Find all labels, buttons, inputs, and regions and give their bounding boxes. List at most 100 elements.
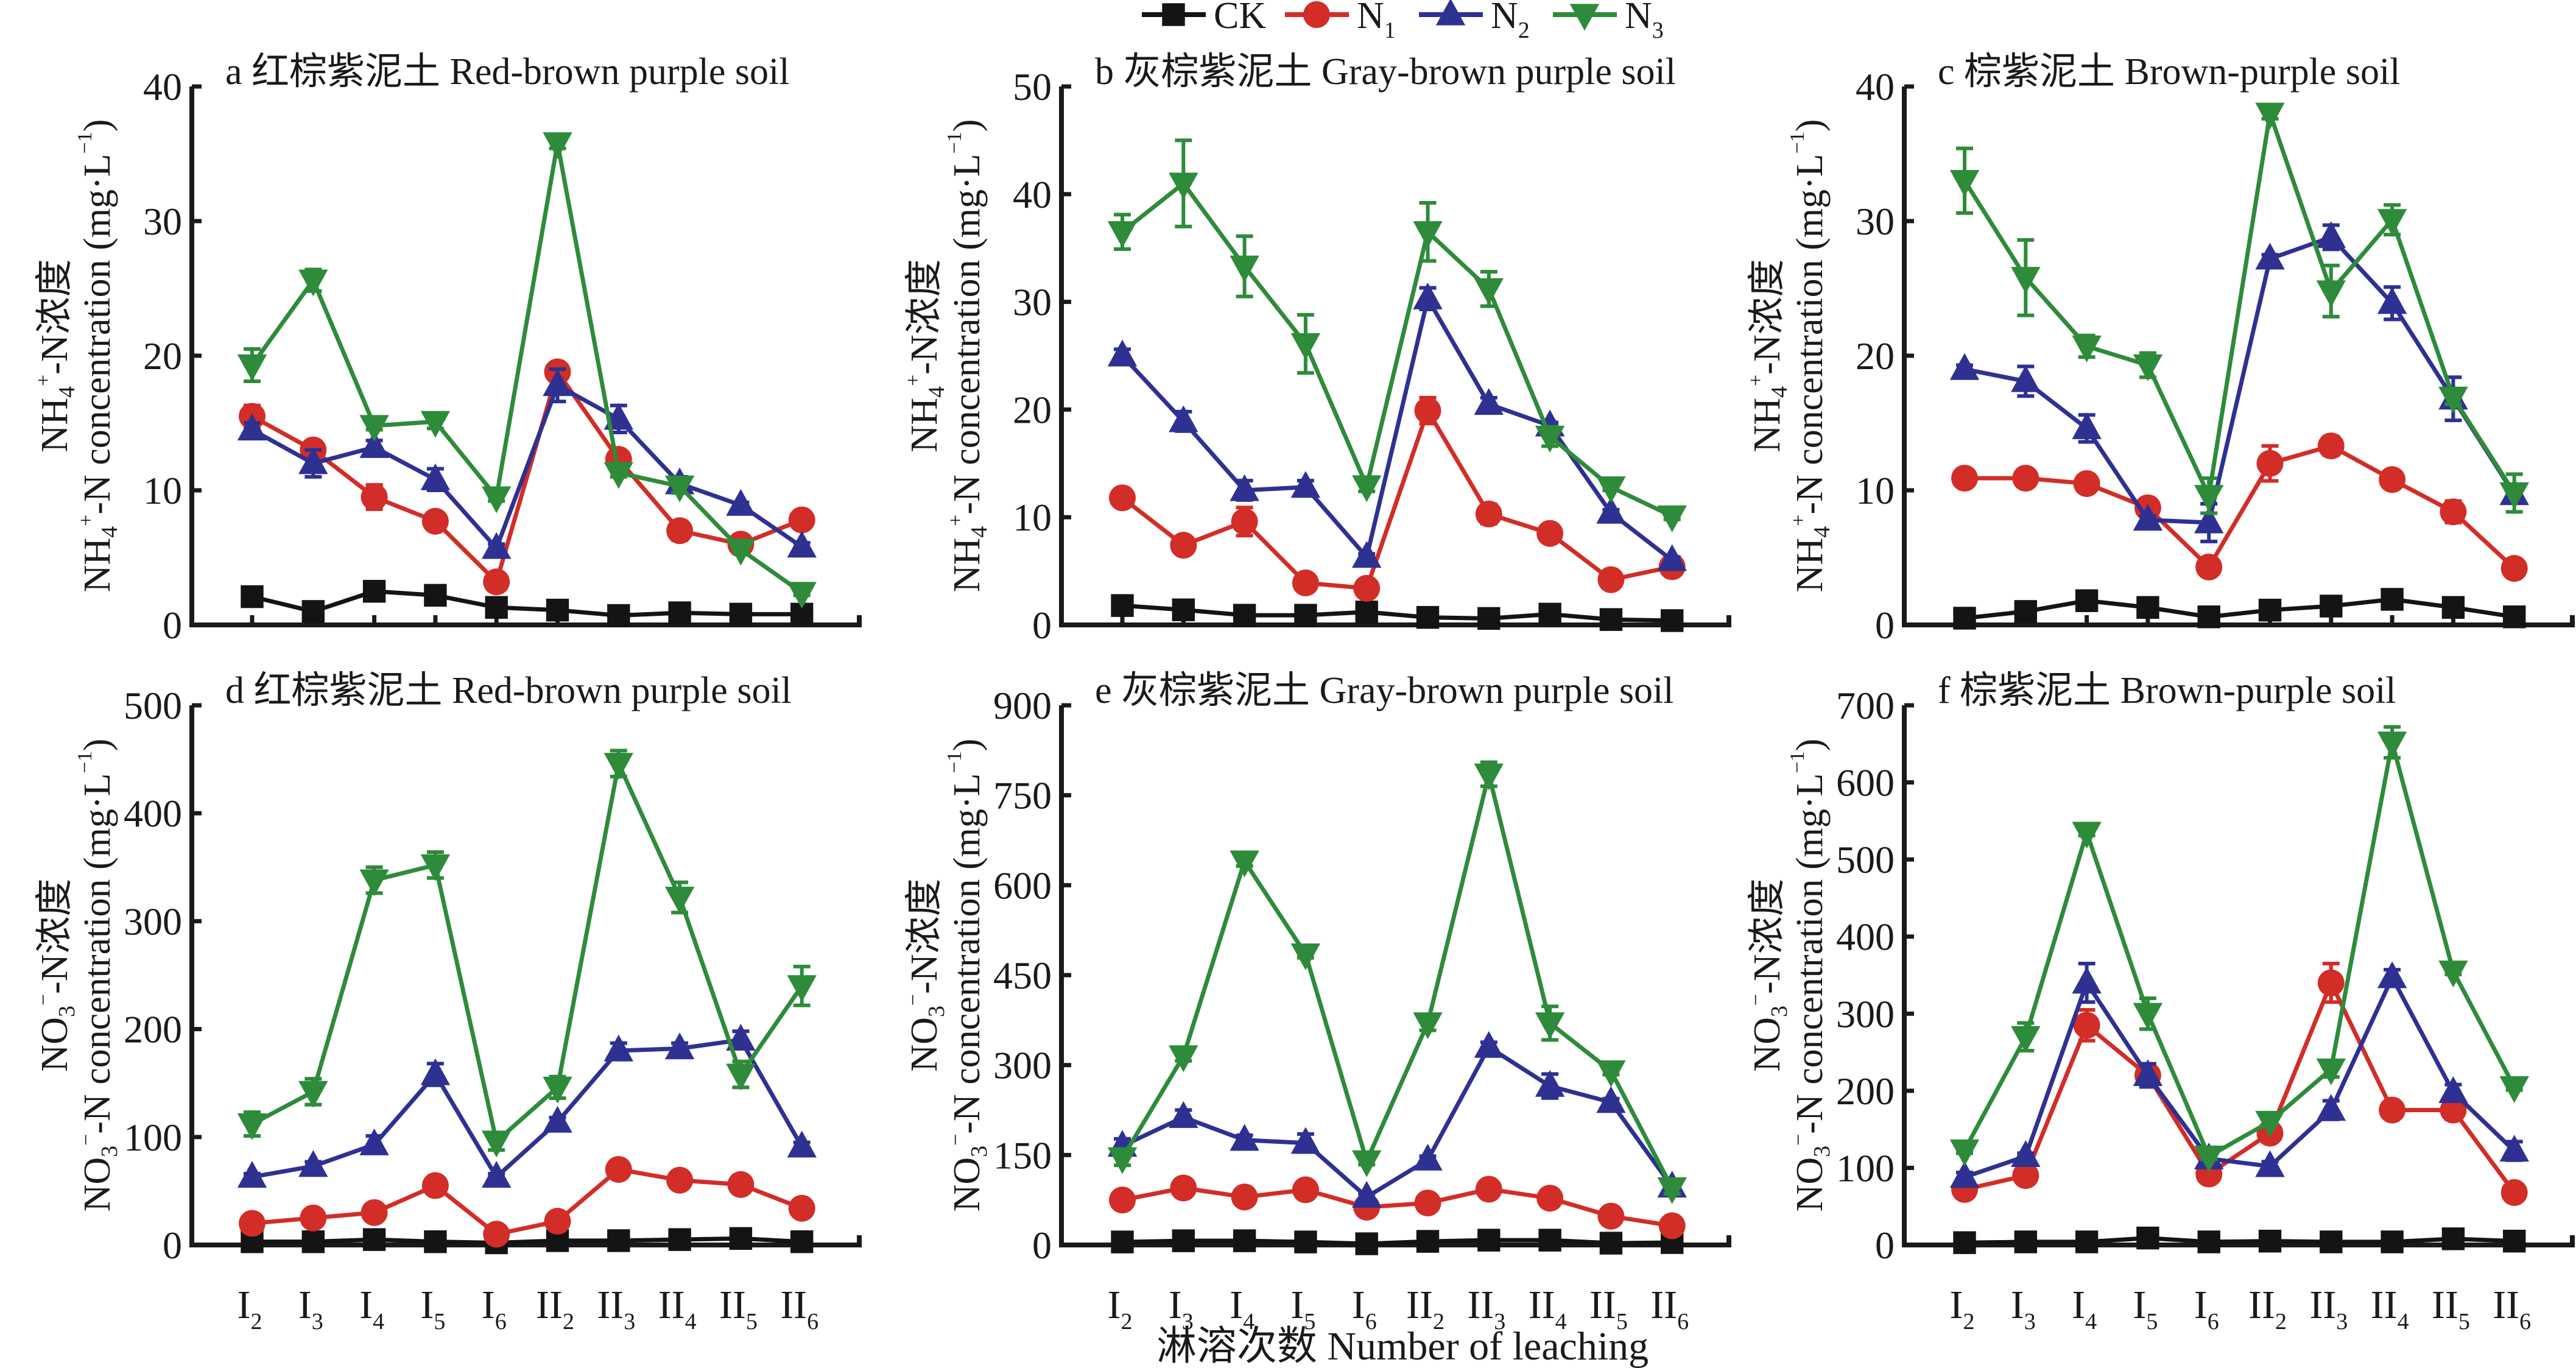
legend-item-ck: CK: [1142, 0, 1266, 37]
x-tick-label: II3: [2309, 1283, 2348, 1335]
series-line: [1120, 772, 1674, 1190]
data-point: [362, 580, 386, 603]
data-point: [2379, 1096, 2406, 1124]
legend: CK N1 N2 N3: [1142, 0, 1664, 43]
data-point: [2377, 287, 2407, 314]
data-point: [241, 585, 264, 608]
y-tick-label: 20: [143, 334, 182, 378]
data-point: [2377, 961, 2407, 989]
series-n3: [1107, 138, 1687, 532]
legend-label: N2: [1491, 0, 1530, 43]
data-point: [1596, 1086, 1626, 1113]
legend-label: CK: [1214, 0, 1266, 37]
data-point: [543, 1105, 572, 1133]
data-point: [787, 1130, 817, 1158]
data-point: [1538, 1229, 1561, 1252]
axes: [1059, 86, 1731, 627]
data-point: [2440, 1096, 2467, 1124]
data-point: [298, 269, 328, 297]
x-tick-label: II2: [1406, 1283, 1445, 1335]
data-point: [483, 568, 510, 596]
data-point: [359, 1128, 389, 1155]
series-line: [1964, 1236, 2514, 1245]
data-point: [1230, 850, 1259, 878]
y-axis-title-cn: NO3−-N浓度: [902, 878, 949, 1071]
series-line: [1963, 975, 2516, 1179]
data-point: [237, 1113, 267, 1140]
data-point: [1169, 405, 1198, 432]
data-point: [1292, 569, 1319, 597]
y-tick-label: 600: [1836, 761, 1895, 805]
series-line: [1121, 1045, 1674, 1199]
y-axis-title-cn: NH4+-N浓度: [1745, 259, 1792, 452]
data-point: [1951, 465, 1978, 492]
data-point: [2073, 470, 2100, 497]
data-point: [726, 1063, 756, 1091]
x-tick-label: I4: [2072, 1283, 2097, 1335]
data-point: [2133, 354, 2163, 381]
y-tick-label: 200: [124, 1008, 182, 1051]
data-point: [2194, 1145, 2224, 1172]
series-line: [252, 1167, 803, 1236]
y-tick-label: 0: [1032, 1224, 1052, 1267]
y-tick-label: 450: [993, 954, 1052, 997]
data-point: [1109, 484, 1136, 512]
x-tick-label: II6: [780, 1283, 818, 1335]
data-point: [2316, 1094, 2346, 1121]
axes: [1059, 705, 1731, 1247]
series-n2: [1949, 961, 2529, 1188]
data-point: [1416, 605, 1440, 629]
data-point: [1657, 544, 1687, 571]
x-tick-label: II3: [1467, 1283, 1505, 1335]
data-point: [424, 1230, 447, 1253]
x-tick-label: II4: [658, 1283, 697, 1335]
data-point: [2255, 242, 2285, 270]
data-point: [2011, 1026, 2041, 1053]
data-point: [1953, 1231, 1976, 1254]
x-axis-title: 淋溶次数 Number of leaching: [1156, 1324, 1649, 1368]
series-ck: [1111, 1229, 1684, 1255]
data-point: [362, 1228, 386, 1251]
series-line: [1122, 1185, 1673, 1228]
series-n3: [1949, 725, 2529, 1172]
y-axis-title-en: NH4+-N concentration (mg·L−1): [74, 119, 122, 593]
legend-label: N1: [1357, 0, 1396, 43]
data-point: [1231, 508, 1258, 535]
data-point: [420, 854, 451, 881]
panel-title: e 灰棕紫泥土 Gray-brown purple soil: [1095, 670, 1674, 711]
data-point: [2075, 589, 2099, 612]
x-tick-label: II5: [719, 1283, 758, 1335]
data-point: [239, 1210, 266, 1237]
y-tick-label: 900: [993, 684, 1052, 727]
x-tick-label: I4: [359, 1283, 384, 1335]
data-point: [1172, 598, 1195, 621]
legend-marker-circle-icon: [1303, 1, 1330, 28]
data-point: [2255, 1150, 2285, 1177]
data-point: [1413, 1012, 1443, 1040]
y-tick-label: 400: [1836, 915, 1895, 959]
data-point: [2258, 1229, 2282, 1253]
series-line: [1121, 181, 1673, 518]
y-tick-label: 0: [1032, 604, 1052, 647]
data-point: [298, 1081, 328, 1108]
data-point: [2316, 221, 2346, 249]
panel-title: a 红棕紫泥土 Red-brown purple soil: [225, 51, 789, 93]
data-point: [1170, 1174, 1197, 1202]
x-tick-label: I3: [298, 1283, 323, 1335]
y-tick-label: 30: [1013, 281, 1052, 324]
x-tick-label: I5: [420, 1283, 445, 1335]
data-point: [1949, 1139, 1980, 1166]
series-line: [1964, 981, 2516, 1194]
data-point: [726, 538, 756, 566]
data-point: [420, 1058, 451, 1085]
data-point: [1290, 333, 1321, 360]
y-tick-label: 300: [124, 900, 182, 943]
data-point: [2072, 967, 2102, 994]
panel-f: 0 100 200 300 400 500 600 700 I2 I3 I4 I5 I6 II2 II3 II…: [1745, 670, 2575, 1335]
data-point: [2012, 465, 2039, 492]
x-tick-label: I3: [2011, 1283, 2036, 1335]
series-line: [252, 1037, 804, 1179]
data-point: [1477, 607, 1501, 630]
data-point: [2317, 969, 2345, 996]
